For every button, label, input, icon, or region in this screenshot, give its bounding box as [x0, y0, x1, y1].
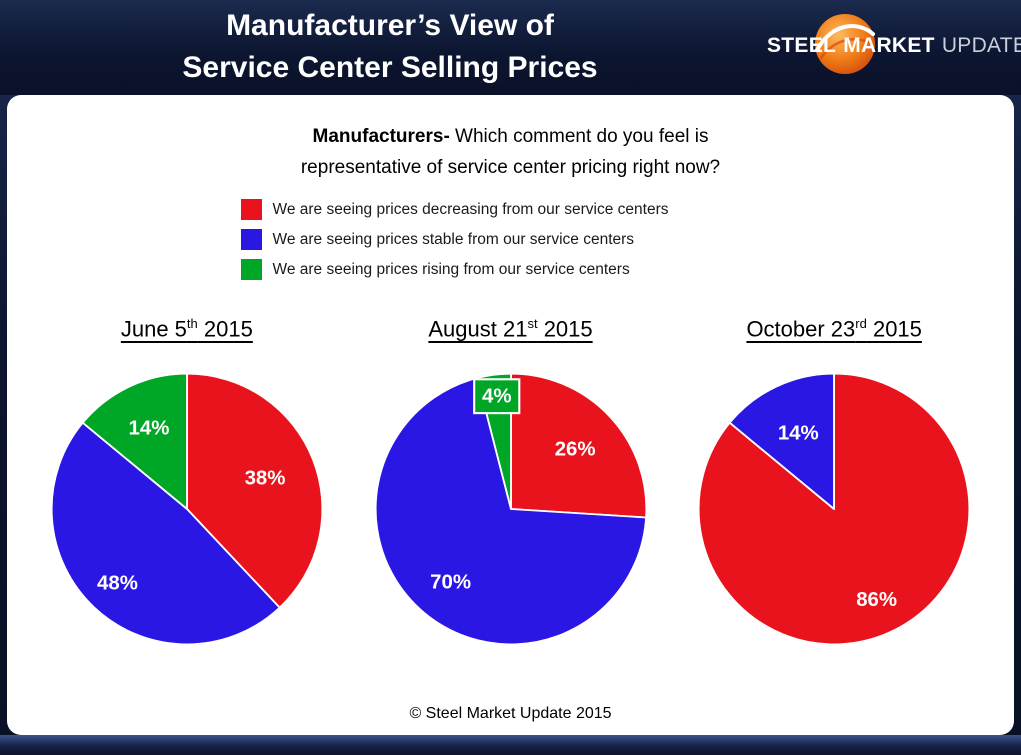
bottom-bar	[0, 735, 1021, 755]
logo-orb-icon	[815, 14, 876, 74]
page-title-line2: Service Center Selling Prices	[182, 51, 598, 84]
pie-label: 14%	[128, 417, 169, 440]
page-title-line1: Manufacturer’s View of	[226, 9, 554, 42]
pie-slice	[728, 373, 836, 511]
pie-slice	[374, 377, 647, 646]
chart-title: June 5th 2015	[120, 316, 253, 342]
pie-chart: 38% 48% 14%	[50, 373, 324, 646]
legend-item: We are seeing prices rising from our ser…	[240, 259, 781, 280]
legend-label: We are seeing prices rising from our ser…	[272, 260, 630, 278]
question-line1: Manufacturers- Which comment do you feel…	[7, 121, 1014, 152]
pie-chart: 26% 70% 4%	[374, 373, 647, 646]
legend-label: We are seeing prices decreasing from our…	[272, 200, 669, 218]
pie-chart-container: 26% 70% 4%	[349, 368, 673, 650]
pie-chart-container: 38% 48% 14%	[25, 368, 349, 650]
pie-label-badge	[472, 378, 520, 415]
question-line2: representative of service center pricing…	[300, 157, 721, 178]
pie-chart: 86% 14%	[697, 373, 971, 646]
pie-slice	[81, 373, 188, 511]
charts-row: June 5th 2015 38% 48% 14% August 21st 2015…	[7, 316, 1014, 650]
pie-slice	[185, 373, 324, 609]
chart-title: October 23rd 2015	[746, 316, 922, 342]
chart-column-august: August 21st 2015 26% 70% 4%	[349, 316, 673, 650]
question-bold: Manufacturers-	[312, 126, 450, 147]
legend-item: We are seeing prices stable from our ser…	[240, 229, 781, 250]
pie-slice	[509, 373, 647, 519]
legend-swatch	[240, 199, 262, 220]
content-panel: Manufacturers- Which comment do you feel…	[7, 95, 1014, 735]
question-rest: Which comment do you feel is	[449, 126, 709, 147]
pie-label: 26%	[554, 438, 595, 461]
pie-slice	[50, 422, 281, 646]
pie-label: 14%	[778, 422, 819, 445]
legend-item: We are seeing prices decreasing from our…	[240, 199, 781, 220]
page-title: Manufacturer’s View of Service Center Se…	[70, 5, 710, 89]
chart-column-june: June 5th 2015 38% 48% 14%	[25, 316, 349, 650]
logo-text-update: UPDATE	[941, 34, 1021, 57]
footer-copyright: © Steel Market Update 2015	[409, 705, 612, 722]
pie-label: 86%	[856, 588, 897, 611]
legend-swatch	[240, 259, 262, 280]
logo-text-steel: STEEL	[767, 34, 837, 57]
legend-swatch	[240, 229, 262, 250]
pie-chart-container: 86% 14%	[672, 368, 996, 650]
pie-label: 48%	[97, 572, 138, 595]
logo-text: STEEL MARKET UPDATE	[767, 34, 1021, 58]
header: Manufacturer’s View of Service Center Se…	[0, 0, 1021, 95]
pie-label: 38%	[244, 467, 285, 490]
steel-market-update-logo: STEEL MARKET UPDATE	[765, 12, 1021, 82]
legend: We are seeing prices decreasing from our…	[240, 199, 781, 280]
chart-title: August 21st 2015	[428, 316, 593, 342]
chart-column-october: October 23rd 2015 86% 14%	[672, 316, 996, 650]
pie-label: 4%	[481, 385, 511, 408]
logo-text-market: MARKET	[843, 34, 935, 57]
legend-label: We are seeing prices stable from our ser…	[272, 230, 635, 248]
pie-label: 70%	[430, 571, 471, 594]
survey-question: Manufacturers- Which comment do you feel…	[7, 121, 1014, 183]
